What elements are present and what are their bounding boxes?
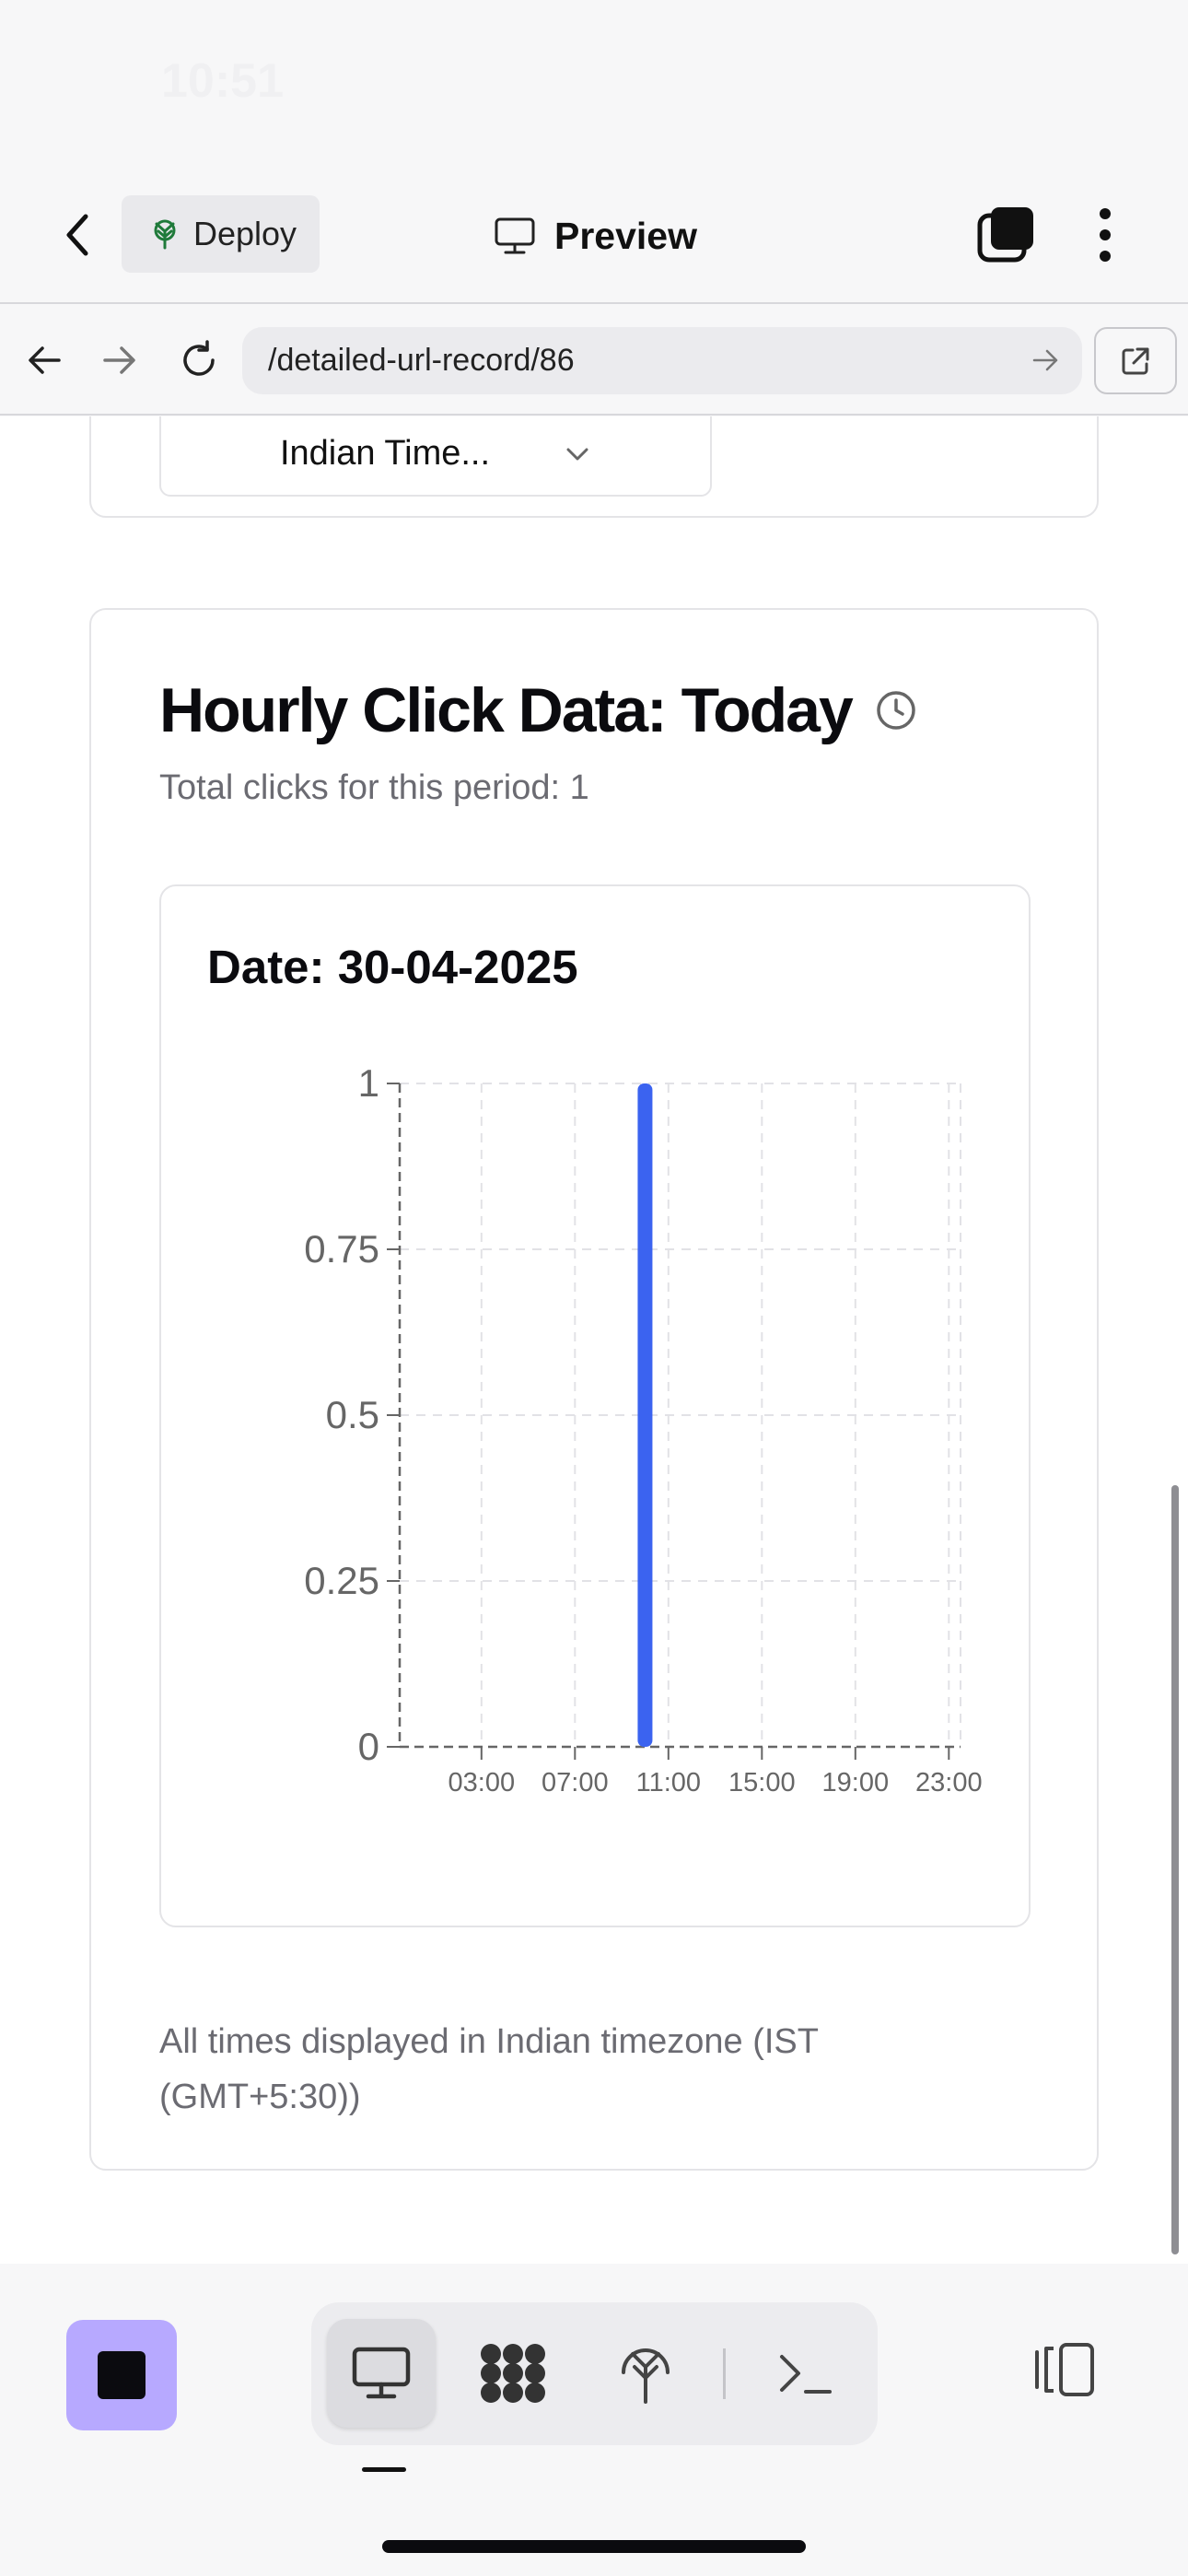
x-tick-label: 19:00 bbox=[822, 1768, 890, 1797]
status-time: 10:51 bbox=[161, 54, 284, 108]
more-menu-button[interactable] bbox=[1087, 205, 1124, 265]
chart-title: Date: 30-04-2025 bbox=[207, 941, 578, 993]
bottom-toolbar bbox=[0, 2264, 1188, 2576]
x-tick-label: 07:00 bbox=[542, 1768, 609, 1797]
deploy-tree-icon bbox=[154, 219, 176, 250]
chevron-left-icon bbox=[66, 214, 88, 256]
timezone-note: All times displayed in Indian timezone (… bbox=[159, 2022, 819, 2116]
clock-icon[interactable] bbox=[874, 688, 918, 732]
back-button[interactable] bbox=[51, 203, 106, 267]
home-indicator bbox=[382, 2540, 806, 2553]
timezone-select-value: Indian Time... bbox=[279, 434, 491, 473]
bar-hour-10 bbox=[637, 1083, 653, 1747]
reload-icon bbox=[183, 340, 215, 376]
url-bar: /detailed-url-record/86 bbox=[0, 305, 1188, 416]
active-tool-indicator bbox=[362, 2467, 406, 2472]
preview-title: Preview bbox=[494, 208, 697, 263]
stop-button[interactable] bbox=[66, 2320, 177, 2430]
url-text: /detailed-url-record/86 bbox=[268, 343, 575, 378]
reload-button[interactable] bbox=[171, 333, 227, 388]
tabs-icon bbox=[977, 207, 1033, 263]
nav-forward-button[interactable] bbox=[92, 333, 147, 388]
preview-content: Indian Time... Hourly Click Data: Today … bbox=[0, 416, 1188, 2264]
x-tick-label: 11:00 bbox=[636, 1768, 701, 1797]
tool-group bbox=[311, 2302, 878, 2445]
nav-back-button[interactable] bbox=[17, 333, 72, 388]
scrollbar[interactable] bbox=[1171, 1485, 1179, 2254]
monitor-icon bbox=[352, 2347, 411, 2399]
status-bar: 10:51 bbox=[0, 0, 1188, 166]
y-tick-label: 0 bbox=[358, 1725, 379, 1768]
stop-icon bbox=[98, 2351, 146, 2399]
tool-divider bbox=[723, 2348, 726, 2399]
deploy-label: Deploy bbox=[193, 215, 297, 252]
tabs-button[interactable] bbox=[976, 205, 1037, 265]
terminal-tool-button[interactable] bbox=[751, 2319, 860, 2428]
hourly-click-card: Hourly Click Data: Today Total clicks fo… bbox=[89, 608, 1099, 2171]
hourly-bar-chart: 0 0.25 0.5 0.75 1 03:00 07:00 11:00 15:00 19:00 23… bbox=[304, 1061, 983, 1797]
packages-tool-button[interactable] bbox=[459, 2319, 567, 2428]
external-link-icon bbox=[1122, 347, 1149, 374]
packages-icon bbox=[481, 2344, 545, 2403]
deploy-button[interactable]: Deploy bbox=[122, 195, 320, 273]
y-tick-label: 0.75 bbox=[304, 1227, 379, 1270]
deploy-tree-icon bbox=[622, 2348, 670, 2404]
chart-container: Date: 30-04-2025 0 0.25 0.5 0.75 1 03:00 07:00… bbox=[159, 884, 1031, 1927]
x-tick-label: 03:00 bbox=[448, 1768, 516, 1797]
top-bar: Deploy Preview bbox=[0, 166, 1188, 304]
desktop-tool-button[interactable] bbox=[327, 2319, 436, 2428]
more-vertical-icon bbox=[1100, 208, 1111, 219]
split-view-icon bbox=[1035, 2343, 1094, 2396]
total-clicks-text: Total clicks for this period: 1 bbox=[159, 768, 589, 807]
terminal-icon bbox=[780, 2355, 832, 2394]
arrow-right-icon[interactable] bbox=[1029, 344, 1062, 377]
timezone-card: Indian Time... bbox=[89, 416, 1099, 518]
y-tick-label: 1 bbox=[358, 1061, 379, 1105]
y-tick-label: 0.25 bbox=[304, 1559, 379, 1602]
card-title-text: Hourly Click Data: Today bbox=[159, 675, 854, 745]
arrow-left-icon bbox=[29, 346, 61, 374]
preview-label: Preview bbox=[554, 214, 697, 257]
card-title: Hourly Click Data: Today bbox=[159, 674, 918, 746]
chevron-down-icon bbox=[566, 448, 588, 460]
timezone-select[interactable]: Indian Time... bbox=[159, 416, 712, 497]
deploy-tool-button[interactable] bbox=[591, 2319, 700, 2428]
x-tick-label: 23:00 bbox=[915, 1768, 983, 1797]
open-external-button[interactable] bbox=[1094, 327, 1177, 394]
y-tick-label: 0.5 bbox=[326, 1393, 379, 1436]
arrow-right-icon bbox=[103, 346, 135, 374]
x-tick-label: 15:00 bbox=[728, 1768, 796, 1797]
monitor-icon bbox=[495, 217, 535, 254]
split-view-button[interactable] bbox=[1031, 2337, 1098, 2402]
url-input[interactable]: /detailed-url-record/86 bbox=[242, 327, 1082, 394]
